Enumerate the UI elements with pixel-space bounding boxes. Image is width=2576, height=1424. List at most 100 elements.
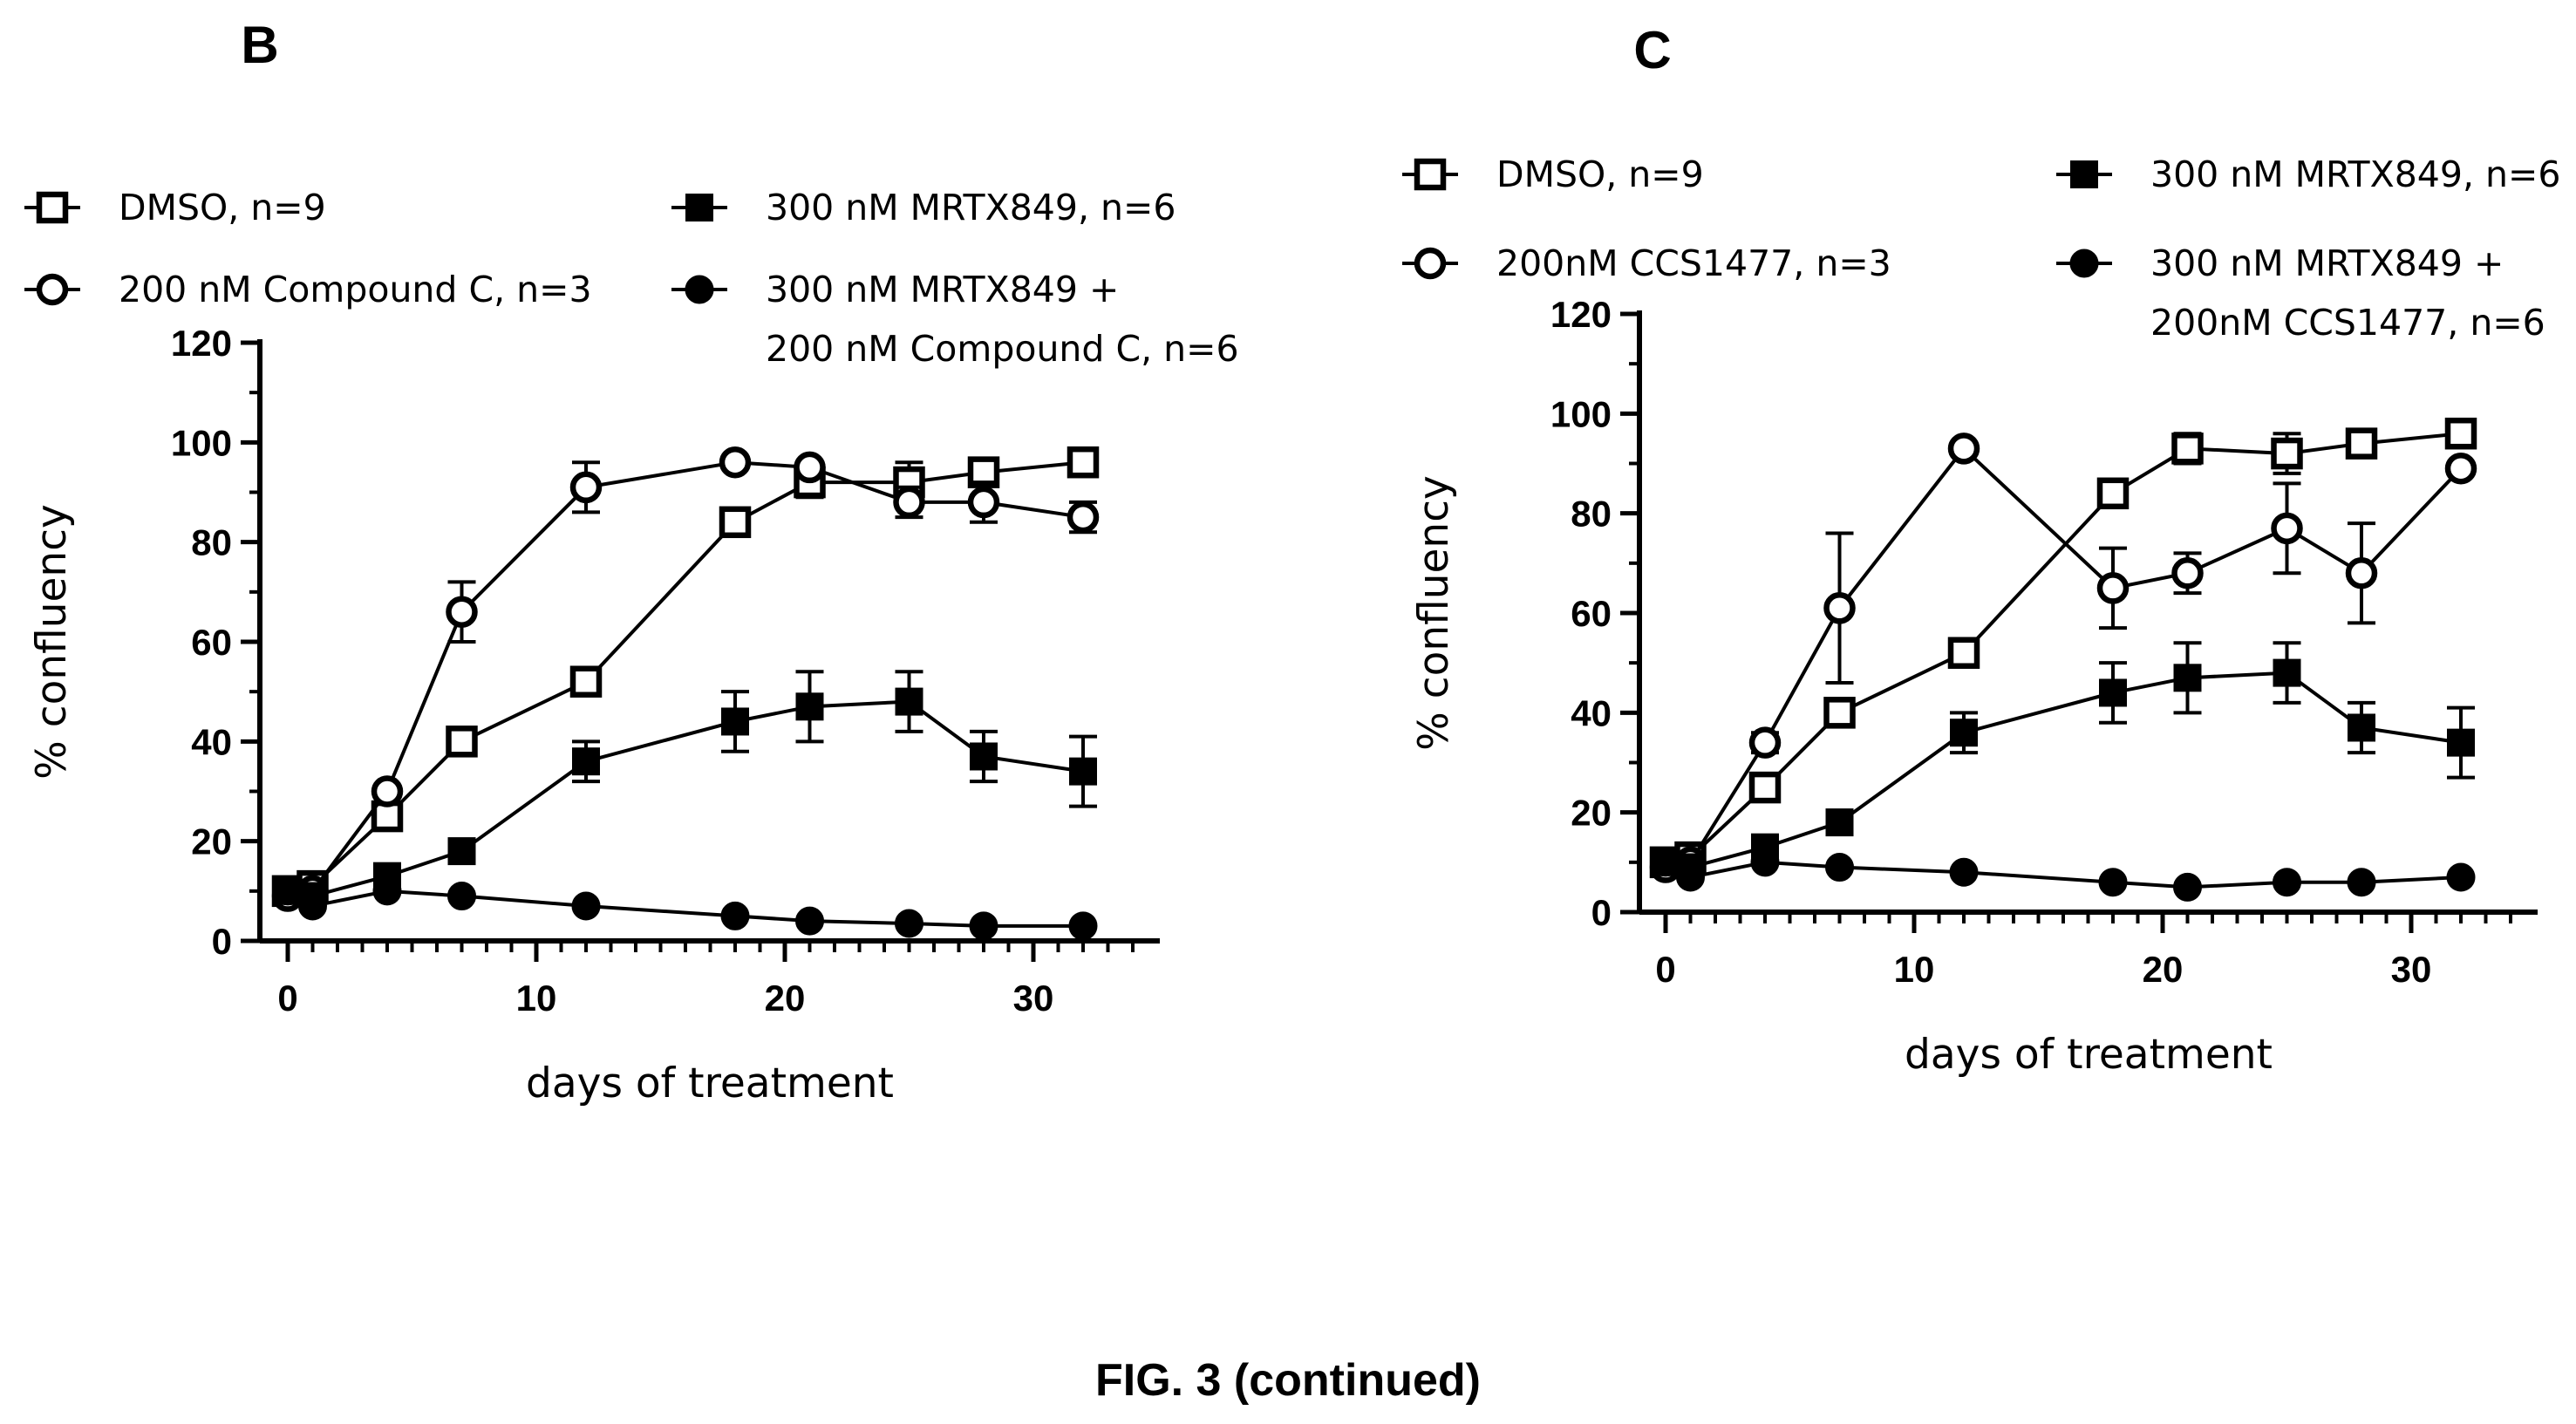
data-point: [371, 775, 404, 807]
data-point: [2271, 437, 2303, 470]
y-tick-label: 60: [191, 622, 232, 663]
data-point: [446, 596, 478, 628]
data-point: [1950, 719, 1978, 747]
data-series: [273, 876, 1098, 941]
data-point: [794, 451, 826, 484]
y-tick-label: 120: [171, 323, 232, 364]
y-axis-title: % confluency: [28, 504, 76, 780]
legend-marker: [1414, 158, 1447, 191]
legend-label: 200 nM Compound C, n=6: [766, 328, 1239, 370]
series-line: [1665, 671, 2462, 869]
data-point: [967, 486, 1000, 519]
data-series: [1651, 848, 2476, 902]
data-point: [571, 891, 601, 921]
data-point: [2348, 713, 2375, 742]
figure-caption: FIG. 3 (continued): [1095, 1355, 1481, 1406]
series-line: [1665, 446, 2463, 869]
data-point: [720, 901, 750, 930]
data-point: [2444, 417, 2477, 450]
data-series: [1652, 641, 2475, 882]
data-point: [298, 891, 327, 921]
x-tick-label: 20: [2143, 949, 2184, 990]
x-axis-title: days of treatment: [526, 1059, 894, 1107]
y-tick-label: 60: [1571, 593, 1612, 634]
data-point: [1068, 911, 1098, 941]
data-point: [1067, 501, 1100, 534]
y-tick-label: 20: [1571, 793, 1612, 834]
legend-label: 200 nM Compound C, n=3: [119, 269, 592, 310]
data-point: [2099, 678, 2127, 707]
data-point: [1949, 857, 1979, 887]
legend-entry: 300 nM MRTX849, n=6: [2056, 153, 2560, 195]
data-point: [719, 446, 752, 479]
x-tick-label: 10: [516, 978, 557, 1019]
data-point: [1748, 771, 1782, 804]
data-point: [2345, 427, 2378, 460]
data-point: [1825, 808, 1854, 837]
legend-marker: [36, 273, 69, 306]
data-point: [572, 747, 600, 776]
data-point: [795, 692, 824, 721]
data-point: [569, 665, 603, 698]
legend-label: DMSO, n=9: [1496, 153, 1704, 195]
x-tick-label: 30: [1013, 978, 1054, 1019]
data-point: [2271, 512, 2303, 545]
legend-label: DMSO, n=9: [119, 187, 326, 228]
legend-label: 200nM CCS1477, n=6: [2150, 302, 2545, 344]
y-tick-label: 100: [171, 422, 232, 463]
data-point: [2273, 658, 2301, 687]
data-point: [447, 837, 476, 866]
y-tick-label: 80: [1571, 494, 1612, 535]
axes: 0 20 40 60 80 100 120 0 10 20 30 days of treatment%…: [28, 323, 1160, 1107]
legend-label: 300 nM MRTX849, n=6: [766, 187, 1176, 228]
series-line: [287, 460, 1084, 898]
data-point: [2098, 868, 2128, 897]
data-point: [895, 687, 923, 716]
panel-c: C DMSO, n=9 200nM CCS1477, n=3 300 nM MRTX8…: [1402, 21, 2560, 1079]
panel-letter: B: [241, 16, 278, 74]
data-point: [2173, 664, 2202, 692]
legend-entry: DMSO, n=9: [24, 187, 326, 228]
data-point: [893, 486, 925, 519]
data-point: [1823, 697, 1856, 729]
legend-label: 200nM CCS1477, n=3: [1496, 242, 1891, 284]
data-point: [2345, 557, 2378, 589]
data-point: [446, 726, 478, 758]
data-point: [895, 909, 923, 938]
legend-label: 300 nM MRTX849 +: [2150, 242, 2504, 284]
data-point: [1947, 637, 1980, 669]
legend-label: 300 nM MRTX849, n=6: [2150, 153, 2560, 195]
data-point: [569, 471, 603, 504]
data-point: [970, 742, 998, 771]
y-axis-title: % confluency: [1410, 475, 1458, 751]
legend-entry: 300 nM MRTX849 + 200 nM Compound C, n=6: [671, 269, 1239, 370]
data-point: [721, 707, 749, 736]
series-line: [1664, 860, 2462, 889]
y-tick-label: 120: [1550, 294, 1612, 335]
data-point: [719, 506, 752, 539]
y-tick-label: 80: [191, 522, 232, 563]
data-point: [1947, 433, 1980, 465]
data-point: [1069, 757, 1097, 786]
data-point: [447, 882, 476, 911]
data-point: [2447, 728, 2475, 757]
y-tick-label: 20: [191, 821, 232, 862]
data-point: [2096, 477, 2130, 510]
data-point: [2173, 872, 2202, 902]
data-point: [1676, 862, 1705, 892]
x-tick-label: 0: [1655, 949, 1675, 990]
x-tick-label: 0: [277, 978, 297, 1019]
data-series: [271, 446, 1100, 908]
legend-marker: [685, 194, 713, 221]
series-line: [287, 460, 1084, 893]
data-series: [1649, 417, 2477, 879]
data-point: [1748, 726, 1782, 759]
legend-entry: 300 nM MRTX849, n=6: [671, 187, 1176, 228]
axes: 0 20 40 60 80 100 120 0 10 20 30 days of treatment%…: [1410, 294, 2538, 1079]
y-tick-label: 0: [212, 921, 232, 962]
legend-label: 300 nM MRTX849 +: [766, 269, 1119, 310]
x-tick-label: 20: [765, 978, 806, 1019]
data-series: [271, 446, 1100, 912]
legend-marker: [685, 275, 714, 304]
